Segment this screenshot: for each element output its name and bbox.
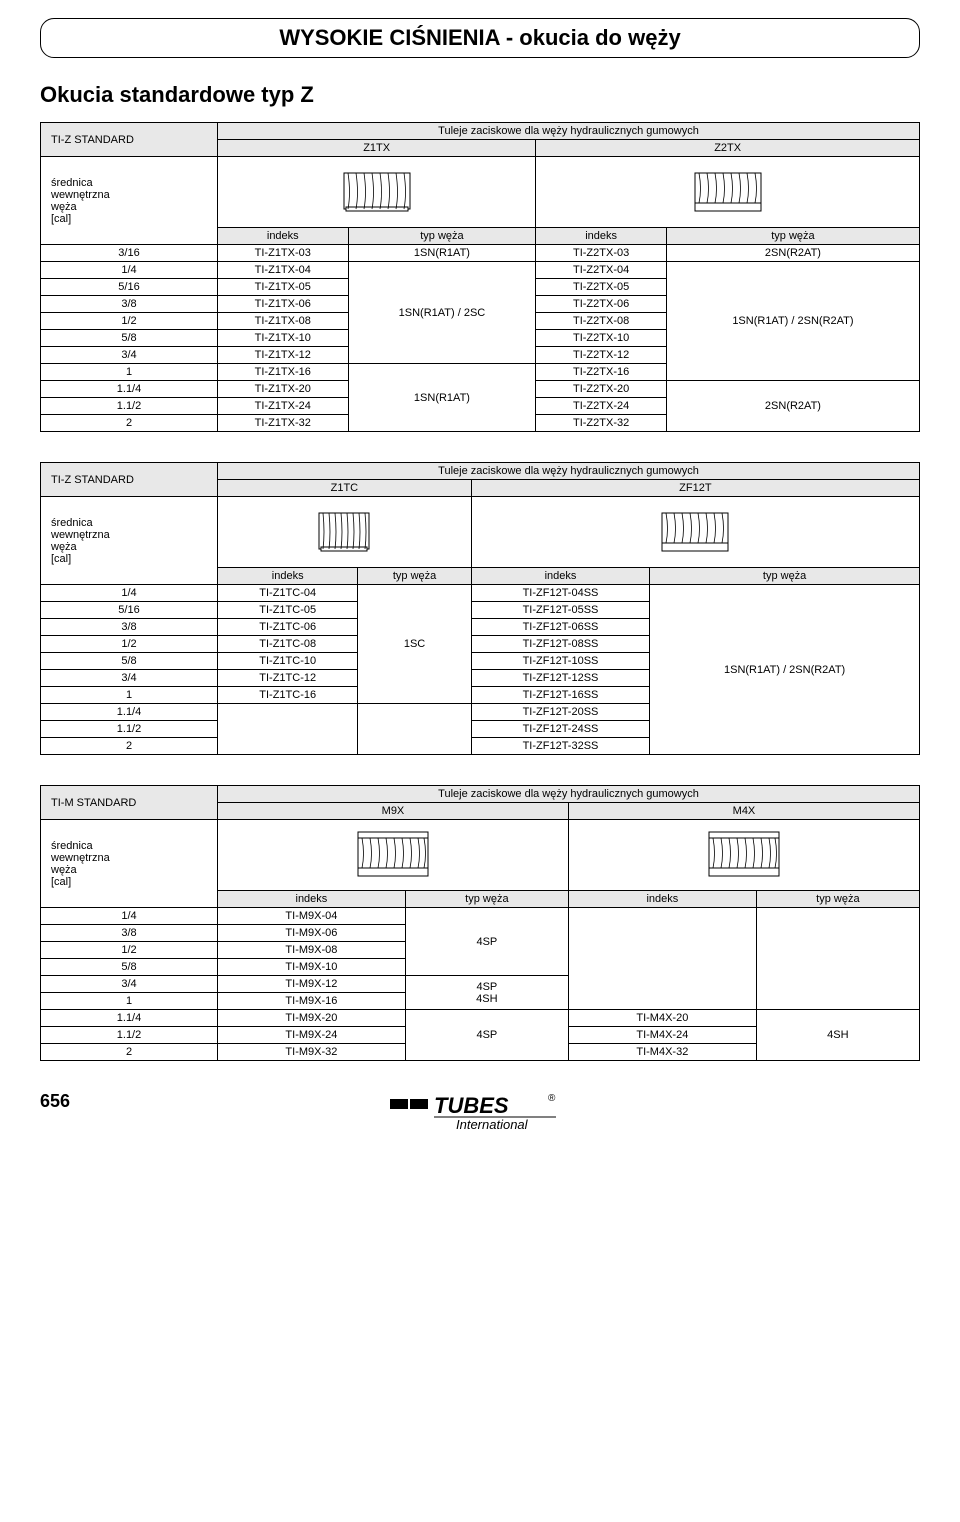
col-type: typ węża	[405, 891, 568, 908]
table-row: 1/4TI-M9X-04 4SP	[41, 908, 920, 925]
col-index: indeks	[218, 568, 358, 585]
col-index: indeks	[471, 568, 649, 585]
col-type: typ węża	[666, 228, 919, 245]
section-subtitle: Okucia standardowe typ Z	[40, 82, 920, 108]
diameter-label: średnica wewnętrzna węża [cal]	[41, 820, 218, 908]
table-row: 1/4TI-Z1TC-04 1SC TI-ZF12T-04SS 1SN(R1AT…	[41, 585, 920, 602]
col-type: typ węża	[650, 568, 920, 585]
col-m4x: M4X	[568, 803, 919, 820]
diameter-label: średnica wewnętrzna węża [cal]	[41, 497, 218, 585]
col-index: indeks	[536, 228, 667, 245]
table-row: 3/16 TI-Z1TX-03 1SN(R1AT) TI-Z2TX-03 2SN…	[41, 245, 920, 262]
standard-name: TI-Z STANDARD	[41, 123, 218, 157]
col-index: indeks	[218, 228, 349, 245]
sleeve-header: Tuleje zaciskowe dla węży hydraulicznych…	[218, 786, 920, 803]
col-zf12t: ZF12T	[471, 480, 919, 497]
ferrule-image-m9x	[218, 820, 569, 891]
standard-name: TI-Z STANDARD	[41, 463, 218, 497]
ferrule-image-z1tx	[218, 157, 536, 228]
col-z2tx: Z2TX	[536, 140, 920, 157]
table-row: 1.1/4TI-M9X-20 4SP TI-M4X-20 4SH	[41, 1010, 920, 1027]
table-z1tc-zf12t: TI-Z STANDARD Tuleje zaciskowe dla węży …	[40, 462, 920, 755]
svg-text:TUBES: TUBES	[434, 1093, 509, 1118]
svg-text:International: International	[456, 1117, 529, 1132]
table-row: 1/4TI-Z1TX-04 1SN(R1AT) / 2SC TI-Z2TX-04…	[41, 262, 920, 279]
svg-text:®: ®	[548, 1093, 556, 1104]
sleeve-header: Tuleje zaciskowe dla węży hydraulicznych…	[218, 123, 920, 140]
ferrule-image-z1tc	[218, 497, 472, 568]
sleeve-header: Tuleje zaciskowe dla węży hydraulicznych…	[218, 463, 920, 480]
tubes-logo: TUBES ® International	[390, 1091, 570, 1140]
standard-name: TI-M STANDARD	[41, 786, 218, 820]
col-type: typ węża	[348, 228, 536, 245]
col-z1tc: Z1TC	[218, 480, 472, 497]
col-z1tx: Z1TX	[218, 140, 536, 157]
col-index: indeks	[568, 891, 756, 908]
ferrule-image-m4x	[568, 820, 919, 891]
page-footer: 656 TUBES ® International	[40, 1091, 920, 1141]
diameter-label: średnica wewnętrzna węża [cal]	[41, 157, 218, 245]
col-index: indeks	[218, 891, 406, 908]
col-type: typ węża	[756, 891, 919, 908]
col-type: typ węża	[358, 568, 471, 585]
page-title: WYSOKIE CIŚNIENIA - okucia do węży	[40, 18, 920, 58]
ferrule-image-zf12t	[471, 497, 919, 568]
ferrule-image-z2tx	[536, 157, 920, 228]
col-m9x: M9X	[218, 803, 569, 820]
table-m9x-m4x: TI-M STANDARD Tuleje zaciskowe dla węży …	[40, 785, 920, 1061]
table-z1tx-z2tx: TI-Z STANDARD Tuleje zaciskowe dla węży …	[40, 122, 920, 432]
